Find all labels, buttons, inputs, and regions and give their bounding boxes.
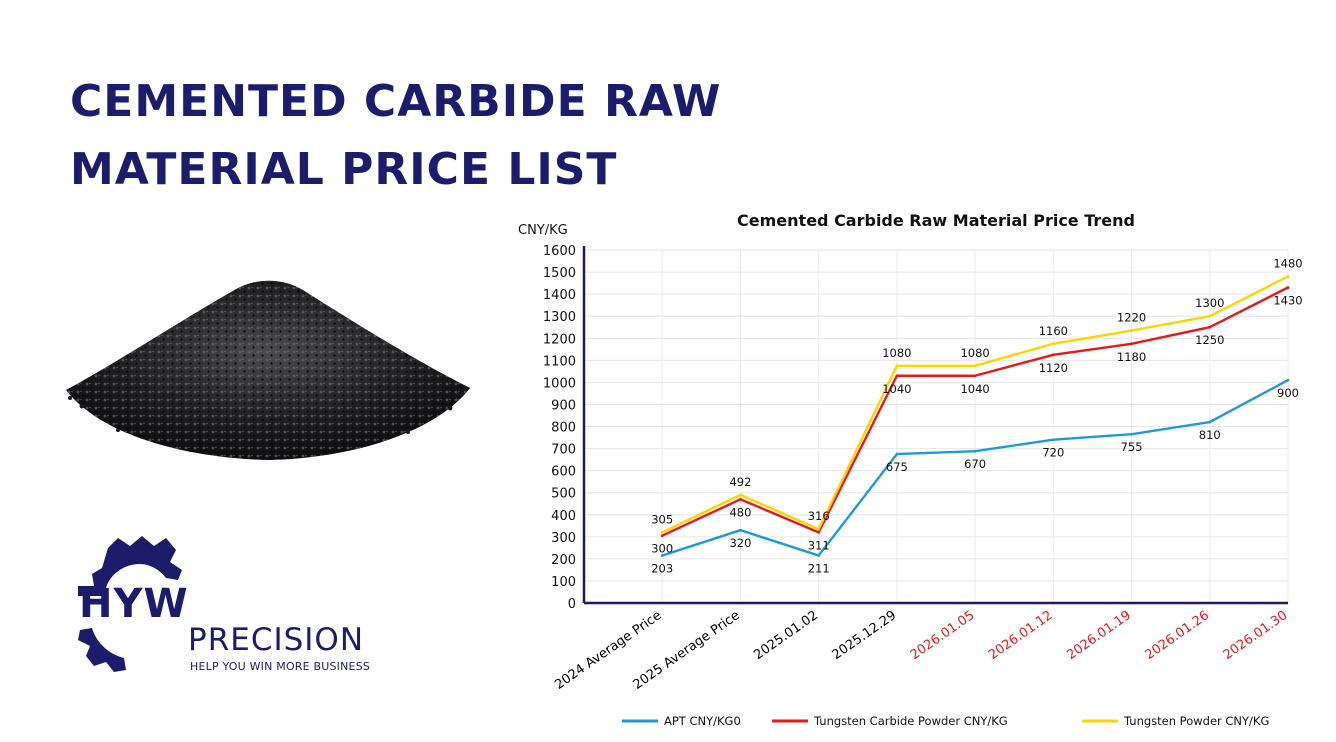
data-label: 900 — [1277, 386, 1299, 400]
data-point — [1208, 314, 1212, 318]
y-tick-label: 0 — [568, 597, 576, 612]
data-point — [895, 452, 899, 456]
data-label: 670 — [964, 457, 986, 471]
page-title-line2: MATERIAL PRICE LIST — [70, 144, 618, 195]
data-label: 675 — [886, 460, 908, 474]
data-point — [1130, 329, 1133, 332]
data-point — [973, 449, 977, 453]
legend-entry: Tungsten Powder CNY/KG — [1123, 714, 1269, 728]
y-tick-label: 1200 — [543, 332, 576, 347]
chart-title: Cemented Carbide Raw Material Price Tren… — [737, 211, 1135, 230]
page-title-line1: CEMENTED CARBIDE RAW — [70, 76, 722, 127]
data-point — [973, 374, 977, 378]
chart-legend: APT CNY/KG0 Tungsten Carbide Powder CNY/K… — [622, 714, 1269, 728]
gear-logo-icon — [78, 536, 182, 672]
data-label: 1180 — [1117, 350, 1146, 364]
legend-entry: Tungsten Carbide Powder CNY/KG — [813, 714, 1008, 728]
data-label: 1080 — [960, 346, 989, 360]
data-point — [1051, 438, 1055, 442]
price-trend-chart: Cemented Carbide Raw Material Price Tren… — [518, 211, 1303, 728]
data-point — [895, 374, 899, 378]
data-point — [1208, 325, 1212, 329]
logo-tagline: HELP YOU WIN MORE BUSINESS — [190, 660, 371, 673]
data-label: 203 — [651, 562, 673, 576]
y-tick-label: 900 — [551, 398, 576, 413]
data-label: 480 — [729, 505, 751, 519]
data-label: 1040 — [882, 382, 911, 396]
data-label: 1040 — [960, 382, 989, 396]
chart-axes: 0 100 200 300 400 500 600 700 800 900 1000 1100 1200… — [543, 244, 1290, 693]
x-tick-label: 2026.01.12 — [986, 608, 1056, 663]
data-label: 1160 — [1039, 324, 1068, 338]
data-point — [1130, 342, 1133, 346]
data-point — [739, 493, 742, 497]
data-point — [1051, 342, 1055, 346]
y-tick-label: 1300 — [543, 310, 576, 325]
data-point — [739, 528, 742, 532]
data-point — [1286, 286, 1290, 289]
y-tick-label: 800 — [551, 421, 576, 436]
data-label: 305 — [651, 512, 673, 526]
y-tick-label: 1000 — [543, 376, 576, 391]
x-tick-label: 2025.01.02 — [751, 608, 821, 663]
chart-data-labels: 203 320 211 675 670 720 755 810 900 300 480 311 1040… — [651, 256, 1302, 575]
logo-name: PRECISION — [188, 622, 365, 658]
data-label: 1480 — [1273, 256, 1302, 270]
data-point — [817, 531, 821, 534]
page-title: CEMENTED CARBIDE RAW MATERIAL PRICE LIST — [70, 68, 721, 204]
y-tick-label: 1100 — [543, 354, 576, 369]
y-tick-label: 1600 — [543, 244, 576, 259]
data-label: 316 — [808, 509, 830, 523]
data-point — [660, 531, 664, 534]
data-point — [1208, 420, 1212, 424]
x-tick-label: 2026.01.30 — [1221, 608, 1291, 663]
data-point — [973, 364, 977, 368]
data-label: 1430 — [1273, 294, 1302, 308]
y-tick-label: 700 — [551, 443, 576, 458]
chart-grid — [584, 249, 1289, 604]
x-tick-label: 2026.01.19 — [1064, 608, 1134, 663]
logo-mark: HYW — [79, 581, 189, 627]
legend-entry: APT CNY/KG0 — [664, 714, 741, 728]
y-tick-label: 1500 — [543, 266, 576, 281]
data-label: 211 — [808, 562, 830, 576]
data-point — [660, 554, 664, 557]
x-tick-label: 2026.01.05 — [908, 608, 978, 663]
carbide-powder-image — [66, 280, 470, 460]
x-tick-label: 2026.01.26 — [1142, 608, 1212, 663]
data-point — [1286, 275, 1290, 278]
data-label: 311 — [808, 538, 830, 552]
y-tick-label: 100 — [551, 575, 576, 590]
y-tick-label: 300 — [551, 531, 576, 546]
data-label: 1080 — [882, 346, 911, 360]
data-label: 320 — [729, 536, 751, 550]
data-point — [817, 554, 821, 557]
data-point — [1286, 378, 1290, 382]
data-point — [1051, 353, 1055, 357]
data-label: 300 — [651, 542, 673, 556]
data-label: 1120 — [1039, 361, 1068, 375]
data-point — [895, 364, 899, 368]
data-point — [739, 497, 742, 501]
data-label: 1300 — [1195, 296, 1224, 310]
chart-y-axis-label: CNY/KG — [518, 223, 568, 238]
data-point — [660, 534, 664, 538]
data-label: 492 — [729, 475, 751, 489]
y-tick-label: 400 — [551, 509, 576, 524]
y-tick-label: 500 — [551, 487, 576, 502]
data-label: 720 — [1042, 446, 1064, 460]
y-tick-label: 200 — [551, 553, 576, 568]
chart-series — [660, 275, 1290, 557]
x-tick-label: 2025.12.29 — [830, 608, 900, 663]
data-point — [817, 527, 821, 531]
data-label: 1220 — [1117, 311, 1146, 325]
data-label: 755 — [1121, 440, 1143, 454]
data-label: 1250 — [1195, 333, 1224, 347]
y-tick-label: 1400 — [543, 288, 576, 303]
y-tick-label: 600 — [551, 465, 576, 480]
data-label: 810 — [1199, 428, 1221, 442]
data-point — [1130, 432, 1133, 436]
